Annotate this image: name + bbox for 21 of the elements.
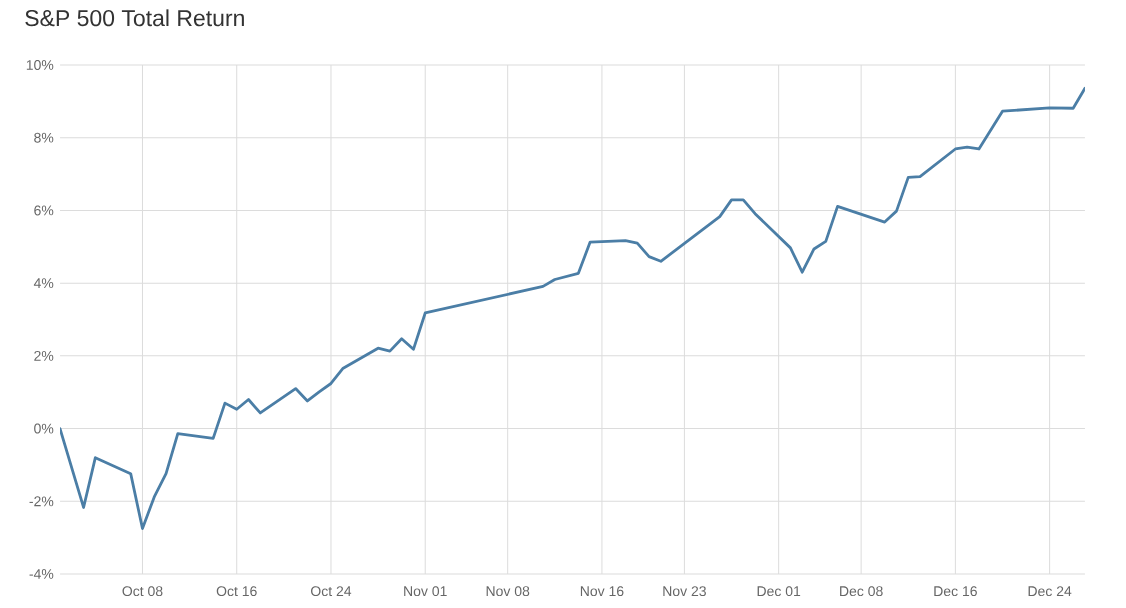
y-tick-label: 8% <box>34 132 54 143</box>
x-tick-label: Nov 01 <box>404 586 447 597</box>
x-tick-label: Oct 24 <box>311 586 352 597</box>
line-series <box>60 86 1085 530</box>
x-tick-label: Dec 08 <box>840 586 883 597</box>
chart-title: S&P 500 Total Return <box>25 9 244 27</box>
y-tick-label: 6% <box>34 205 54 216</box>
x-tick-label: Oct 16 <box>216 586 257 597</box>
y-tick-label: -2% <box>29 496 54 507</box>
y-tick-label: 4% <box>33 278 54 289</box>
x-tick-label: Nov 23 <box>663 586 706 597</box>
x-tick-label: Dec 24 <box>1028 586 1072 597</box>
x-tick-label: Nov 16 <box>580 586 624 597</box>
y-tick-label: 10% <box>26 60 54 70</box>
x-tick-label: Nov 08 <box>486 586 530 597</box>
y-tick-label: -4% <box>29 569 54 579</box>
x-tick-label: Dec 01 <box>757 586 801 597</box>
x-tick-label: Oct 08 <box>122 586 163 597</box>
y-tick-label: 2% <box>34 350 54 361</box>
x-tick-label: Dec 16 <box>934 586 977 597</box>
y-tick-label: 0% <box>34 423 54 434</box>
